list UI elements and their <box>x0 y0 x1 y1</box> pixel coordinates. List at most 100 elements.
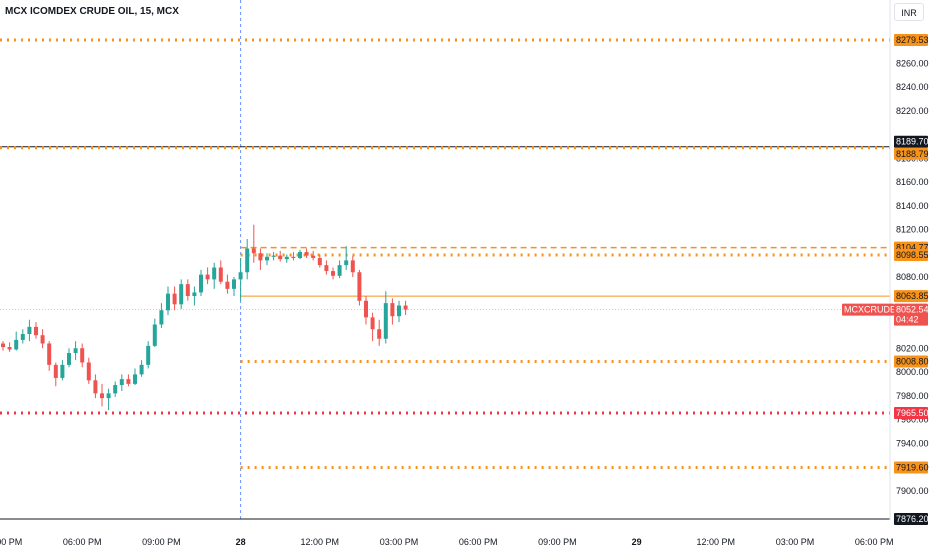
price-tag-6-text: 8008.80 <box>896 357 929 367</box>
candle-body <box>113 385 118 394</box>
currency-button[interactable]: INR <box>894 3 924 21</box>
candle <box>7 342 12 352</box>
candle <box>284 254 289 263</box>
candle <box>152 318 157 348</box>
price-tag-8: 7919.60 <box>894 461 929 474</box>
candle-body <box>14 339 19 350</box>
candle <box>245 239 250 280</box>
symbol-tag-text: MCXCRUDEX <box>844 305 902 315</box>
candle-body <box>265 256 269 261</box>
candle-body <box>238 272 243 280</box>
candle <box>86 357 91 384</box>
candle-body <box>199 274 203 293</box>
candle <box>291 252 296 261</box>
candle <box>218 260 223 285</box>
candle-body <box>205 274 210 280</box>
y-tick-label: 8080.00 <box>896 272 929 282</box>
candle-body <box>47 343 52 365</box>
candle <box>251 224 256 263</box>
candle <box>298 249 302 260</box>
y-tick-label: 7940.00 <box>896 438 929 448</box>
time-axis[interactable]: 12:00 PM 03:00 PM 06:00 PM 09:00 PM 28 12:00 … <box>0 537 932 547</box>
price-tag-9: 7876.20 <box>894 513 929 526</box>
candle <box>20 329 25 344</box>
candle-body <box>370 317 375 330</box>
candle-body <box>179 284 184 305</box>
y-tick-label: 7900.00 <box>896 486 929 496</box>
candle <box>324 260 329 275</box>
candle-body <box>245 248 250 273</box>
price-tag-9-text: 7876.20 <box>896 514 929 524</box>
candle <box>370 312 375 342</box>
candle <box>14 331 19 351</box>
candle <box>159 303 164 329</box>
candle-body <box>73 348 78 353</box>
y-tick-label: 7980.00 <box>896 391 929 401</box>
candle <box>364 296 368 325</box>
candle <box>73 341 78 361</box>
candle-body <box>377 329 382 339</box>
price-tag-1-text: 8189.70 <box>896 137 929 147</box>
candle-body <box>86 362 91 381</box>
y-tick-label: 8120.00 <box>896 225 929 235</box>
price-tag-6-bg <box>894 355 928 368</box>
candle-body <box>40 335 45 344</box>
candle-body <box>284 256 289 260</box>
candle-body <box>383 303 388 339</box>
candle <box>331 267 335 280</box>
price-tag-2-text: 8188.79 <box>896 149 929 159</box>
candle-body <box>60 364 65 378</box>
candle-body <box>324 265 329 272</box>
y-tick-label: 8160.00 <box>896 177 929 187</box>
y-tick-label: 8000.00 <box>896 367 929 377</box>
candle-body <box>258 253 263 261</box>
candle <box>225 274 230 294</box>
x-tick-label: 06:00 PM <box>459 537 498 547</box>
candle <box>119 374 124 391</box>
x-tick-label: 12:00 PM <box>697 537 736 547</box>
candle-body <box>146 345 151 365</box>
candle-body <box>185 284 190 296</box>
y-tick-label: 8020.00 <box>896 343 929 353</box>
candle-body <box>390 303 395 317</box>
candle <box>397 300 401 323</box>
candle <box>126 374 131 387</box>
candle-body <box>27 326 32 334</box>
y-tick-label: 8220.00 <box>896 106 929 116</box>
x-tick-label: 03:00 PM <box>776 537 815 547</box>
candle-body <box>100 393 104 399</box>
candle-body <box>166 293 170 311</box>
price-tag-8-text: 7919.60 <box>896 462 929 472</box>
x-tick-label: 03:00 PM <box>0 537 22 547</box>
candle-body <box>304 252 309 256</box>
x-tick-label: 09:00 PM <box>538 537 577 547</box>
price-tag-4-bg <box>894 248 928 261</box>
candle <box>232 277 236 296</box>
candle <box>403 300 408 315</box>
candle <box>172 286 177 311</box>
candle <box>60 360 65 381</box>
candle <box>344 246 349 270</box>
candle-body <box>271 255 276 257</box>
candle-body <box>192 292 197 296</box>
candle <box>80 343 85 368</box>
current-price-text: 8052.54 <box>896 305 929 315</box>
y-tick-label: 8140.00 <box>896 201 929 211</box>
candle-body <box>152 324 157 346</box>
price-tag-0-text: 8279.53 <box>896 35 929 45</box>
candle-body <box>218 267 223 282</box>
candle-body <box>1 343 5 348</box>
candle-body <box>20 334 25 340</box>
candle <box>40 329 45 349</box>
candle-body <box>344 260 349 266</box>
candle <box>113 381 118 397</box>
candle-body <box>364 300 368 318</box>
candle <box>34 322 38 339</box>
candle-body <box>337 265 342 276</box>
candle-body <box>7 347 12 350</box>
candle-body <box>172 293 177 305</box>
price-tag-2-bg <box>894 147 928 160</box>
price-tag-7-text: 7965.50 <box>896 408 929 418</box>
